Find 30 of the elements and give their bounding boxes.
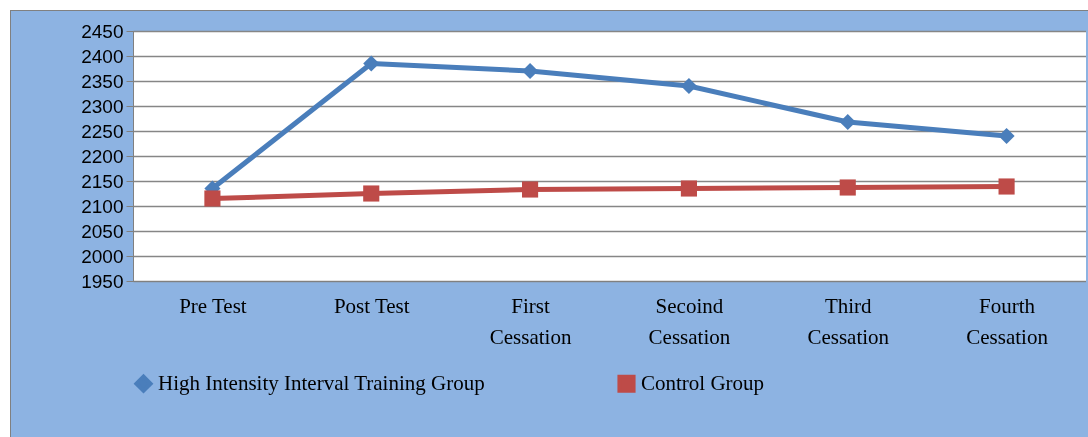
x-tick-label: Secoind Cessation xyxy=(648,293,731,349)
y-tick-label: 2100 xyxy=(81,195,124,217)
y-tick-label: 2450 xyxy=(81,20,124,42)
point xyxy=(998,127,1015,145)
x-tick-label: Post Test xyxy=(333,293,410,318)
point xyxy=(363,185,380,202)
point xyxy=(680,180,697,197)
point xyxy=(363,55,380,72)
point xyxy=(522,62,539,80)
point xyxy=(839,179,856,196)
x-tick-label: Pre Test xyxy=(179,293,247,318)
y-tick-label: 1950 xyxy=(81,270,124,292)
x-tick-label: Fourth Cessation xyxy=(966,293,1049,349)
y-tick-label: 2400 xyxy=(81,45,124,67)
y-tick-label: 2250 xyxy=(81,120,124,142)
legend-label: Control Group xyxy=(641,370,765,395)
x-tick-label: Third Cessation xyxy=(807,293,890,349)
y-tick-label: 2300 xyxy=(81,95,124,117)
x-tick-label: First Cessation xyxy=(489,293,572,349)
y-tick-label: 2000 xyxy=(81,245,124,267)
point xyxy=(204,190,221,207)
point xyxy=(998,178,1015,195)
point xyxy=(522,181,539,198)
point xyxy=(839,113,856,131)
point xyxy=(680,77,697,95)
y-tick-label: 2050 xyxy=(81,220,124,242)
y-tick-label: 2150 xyxy=(81,170,124,192)
y-tick-label: 2200 xyxy=(81,145,124,167)
legend-label: High Intensity Interval Training Group xyxy=(158,370,485,395)
y-tick-label: 2350 xyxy=(81,70,124,92)
